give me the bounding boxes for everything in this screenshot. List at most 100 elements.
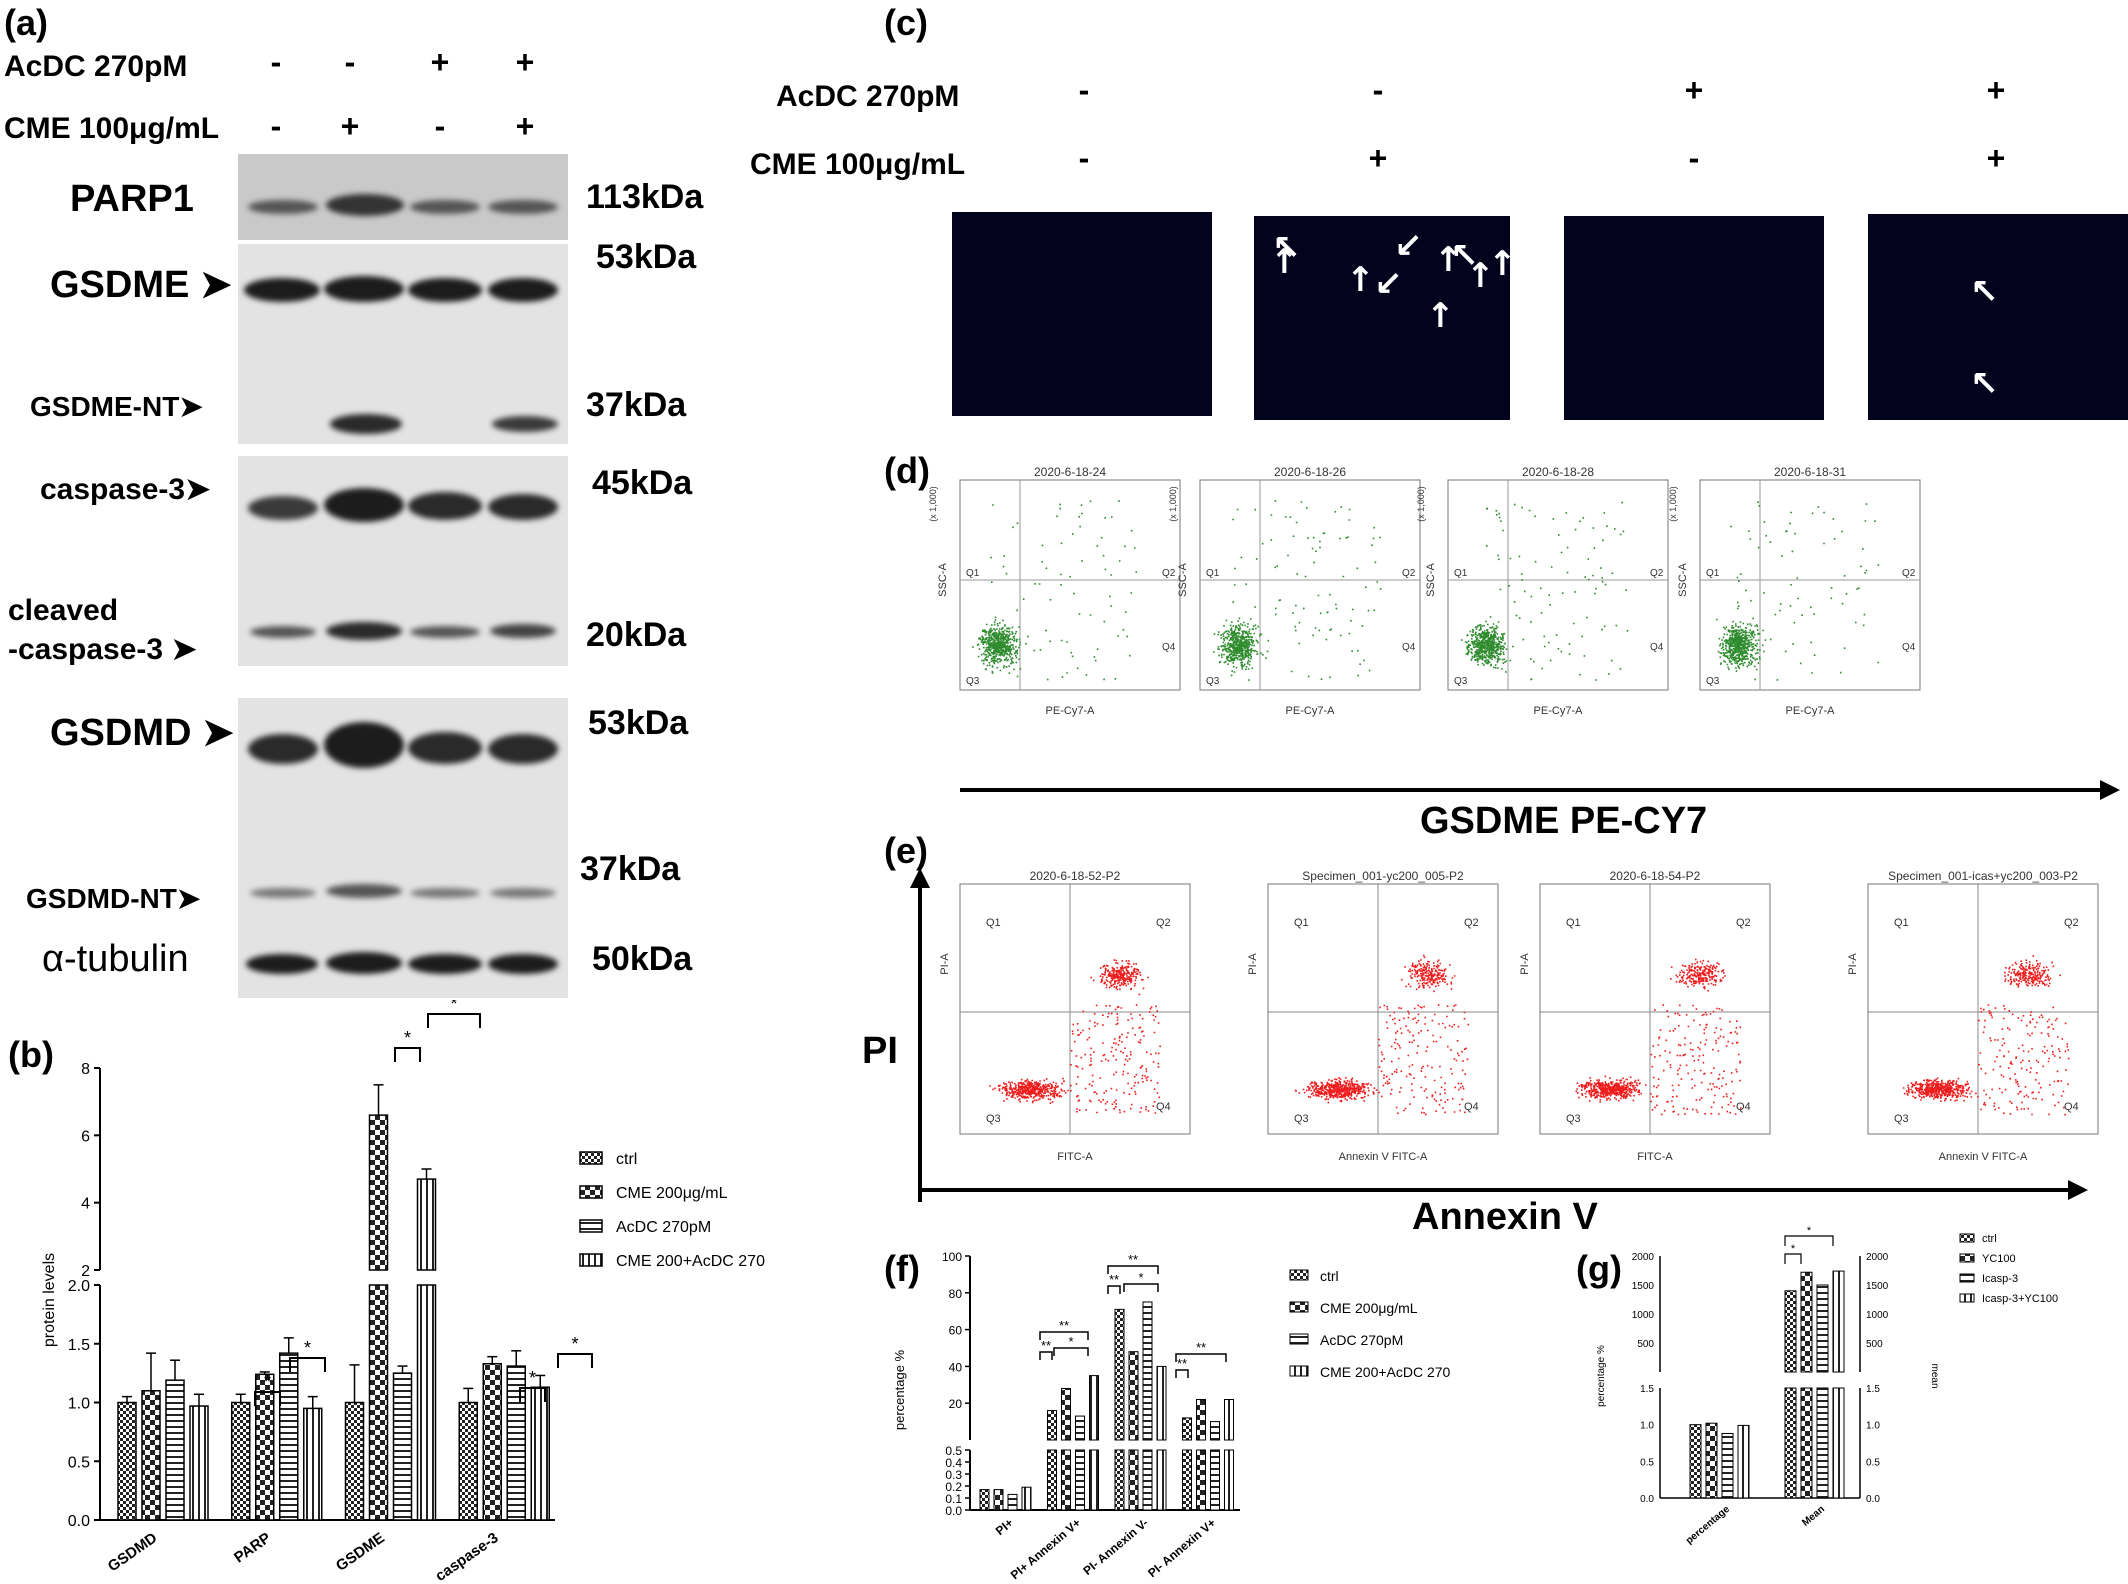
y-axis-label: percentage % bbox=[892, 1349, 907, 1430]
condition-cme-label: CME 100μg/mL bbox=[4, 112, 220, 145]
y-tick-label: 2 bbox=[81, 1263, 90, 1280]
y-tick-label: 0.0 bbox=[945, 1504, 962, 1518]
y-tick-label: 1500 bbox=[1632, 1281, 1655, 1292]
bar-upper bbox=[1224, 1399, 1234, 1441]
y-tick-label: 0.0 bbox=[68, 1513, 90, 1530]
significance-mark: * bbox=[264, 1372, 271, 1392]
legend-swatch bbox=[579, 1185, 603, 1199]
bar bbox=[1210, 1449, 1220, 1511]
blot-gsdme bbox=[238, 244, 568, 444]
category-label: GSDME bbox=[333, 1529, 388, 1574]
y-axis-label: protein levels bbox=[41, 1253, 58, 1347]
bar bbox=[1721, 1432, 1734, 1499]
band-label-cleaved-caspase3: -caspase-3 ➤ bbox=[8, 633, 197, 666]
quadrant-label: Q3 bbox=[1454, 676, 1468, 687]
bar-upper bbox=[1196, 1399, 1206, 1441]
chart-g: 0.0 0.0 0.5 0.5 1.0 1.0 1.5 1.5 500 500 1000 1000 15… bbox=[1596, 1226, 2058, 1547]
sign: + bbox=[1986, 72, 2006, 108]
scale-note: (x 1,000) bbox=[1168, 486, 1178, 522]
sign: - bbox=[270, 44, 282, 80]
quadrant-label: Q4 bbox=[1402, 642, 1416, 653]
arrow-icon: ↑ bbox=[1434, 240, 1463, 280]
significance-bracket bbox=[557, 1353, 593, 1368]
y-tick-label: 80 bbox=[949, 1287, 963, 1301]
bar bbox=[1196, 1449, 1206, 1511]
condition-cme-label-c: CME 100μg/mL bbox=[750, 148, 966, 181]
y-tick-label: 0.4 bbox=[945, 1456, 962, 1470]
bar-upper bbox=[1142, 1301, 1153, 1441]
y-tick-label: 60 bbox=[949, 1324, 963, 1338]
significance-bracket bbox=[254, 1391, 281, 1406]
micrograph-3 bbox=[1564, 216, 1824, 420]
significance-bracket bbox=[427, 1013, 481, 1028]
bar bbox=[117, 1401, 137, 1521]
panel-label-f: (f) bbox=[884, 1248, 920, 1289]
band-label-gsdme-nt: GSDME-NT➤ bbox=[30, 391, 203, 422]
quadrant-label: Q4 bbox=[1650, 642, 1664, 653]
y2-tick-label: 1000 bbox=[1866, 1310, 1889, 1321]
bar bbox=[303, 1407, 323, 1521]
condition-acdc-label: AcDC 270pM bbox=[4, 50, 188, 83]
legend-label: AcDC 270pM bbox=[616, 1219, 711, 1236]
kda-label: 20kDa bbox=[586, 616, 687, 654]
quadrant-label: Q4 bbox=[1902, 642, 1916, 653]
x-axis-label: PE-Cy7-A bbox=[1786, 705, 1836, 717]
sign: + bbox=[515, 44, 535, 80]
legend-label: Icasp-3 bbox=[1982, 1273, 2018, 1285]
arrow-icon: ↑ bbox=[1426, 296, 1455, 336]
bar bbox=[189, 1405, 209, 1521]
quadrant-label: Q1 bbox=[986, 917, 1001, 929]
bar bbox=[1007, 1493, 1018, 1511]
arrow-icon: ↖ bbox=[1272, 228, 1301, 268]
y-tick-label: 0.2 bbox=[945, 1480, 962, 1494]
y-axis-label: PI-A bbox=[1247, 953, 1259, 975]
legend-label: CME 200μg/mL bbox=[616, 1185, 728, 1202]
sign: - bbox=[1078, 72, 1090, 108]
bar bbox=[1156, 1449, 1167, 1511]
plot-frame bbox=[1267, 883, 1499, 1135]
significance-mark: ** bbox=[1109, 1272, 1119, 1287]
significance-mark: * bbox=[1068, 1334, 1073, 1349]
category-label: caspase-3 bbox=[432, 1529, 501, 1584]
scatter-points bbox=[1461, 501, 1629, 681]
quadrant-label: Q4 bbox=[1464, 1101, 1479, 1113]
arrow-icon: ↖ bbox=[1970, 364, 1999, 404]
bar bbox=[1061, 1449, 1071, 1511]
y-axis-label: SSC-A bbox=[1677, 563, 1689, 597]
bar-upper bbox=[1061, 1387, 1071, 1441]
bar bbox=[979, 1489, 990, 1511]
legend-swatch bbox=[1289, 1301, 1309, 1313]
quadrant-label: Q2 bbox=[1650, 568, 1664, 579]
bar bbox=[279, 1352, 299, 1521]
arrow-icon: ↑ bbox=[1466, 256, 1495, 296]
kda-label: 45kDa bbox=[592, 464, 693, 502]
bar bbox=[1114, 1449, 1125, 1511]
y-axis-label: PI-A bbox=[1847, 953, 1859, 975]
bar bbox=[482, 1362, 502, 1521]
sign: - bbox=[434, 108, 446, 144]
bar-upper bbox=[1210, 1421, 1220, 1441]
y-axis-label: SSC-A bbox=[1425, 563, 1437, 597]
quadrant-label: Q2 bbox=[2064, 917, 2079, 929]
bar-upper bbox=[1832, 1270, 1845, 1373]
bar-upper bbox=[1128, 1351, 1139, 1441]
y2-tick-label: 500 bbox=[1866, 1339, 1883, 1350]
band-label-gsdme: GSDME ➤ bbox=[50, 264, 232, 306]
bar bbox=[1142, 1449, 1153, 1511]
band-label-cleaved: cleaved bbox=[8, 594, 119, 627]
category-label: PI- Annexin V+ bbox=[1145, 1516, 1218, 1581]
y-tick-label: 2000 bbox=[1632, 1252, 1655, 1263]
micrograph-4: ↖ ↖ bbox=[1868, 214, 2128, 420]
significance-mark: ** bbox=[1196, 1340, 1206, 1355]
blot-gsdmd bbox=[238, 698, 568, 934]
kda-label: 53kDa bbox=[596, 238, 697, 276]
significance-mark: * bbox=[404, 1028, 411, 1048]
bar bbox=[141, 1390, 161, 1521]
y-tick-label: 0.3 bbox=[945, 1468, 962, 1482]
kda-label: 53kDa bbox=[588, 704, 689, 742]
bar-upper bbox=[1075, 1415, 1085, 1441]
band-label-tubulin: α-tubulin bbox=[42, 938, 189, 980]
plot-title: 2020-6-18-31 bbox=[1774, 465, 1846, 479]
bar bbox=[1832, 1387, 1845, 1499]
y-tick-label: 20 bbox=[949, 1397, 963, 1411]
